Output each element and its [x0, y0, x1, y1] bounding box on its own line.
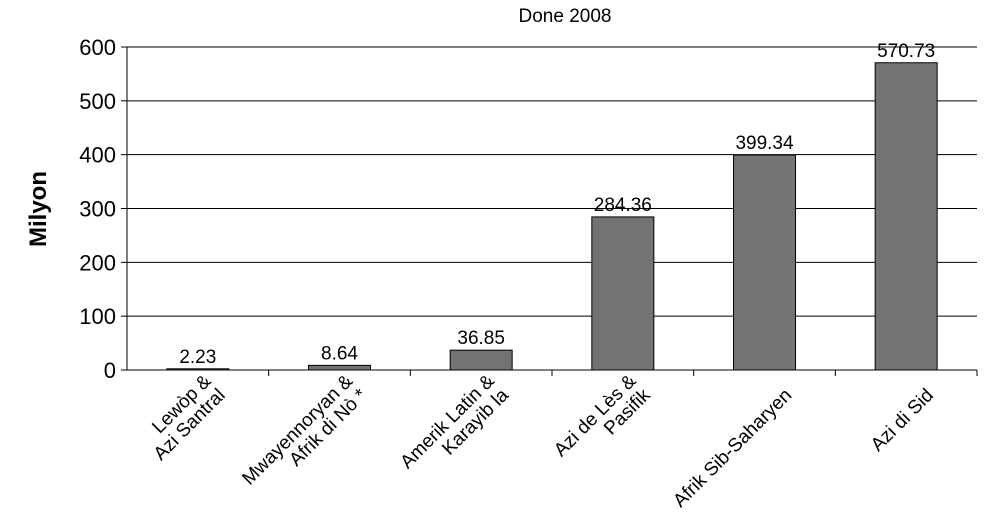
y-tick-label: 500	[79, 89, 116, 114]
data-label: 399.34	[735, 133, 794, 154]
data-label: 2.23	[179, 347, 216, 368]
bar	[591, 216, 655, 371]
x-axis: Lewòp &Azi Santral Mwayennoryan &Afrik di…	[127, 369, 978, 512]
x-tick-label-line: Azi di Sid	[867, 385, 938, 456]
y-tick-label: 300	[79, 197, 116, 222]
y-tick-label: 400	[79, 143, 116, 168]
y-tick-label: 600	[79, 35, 116, 60]
bar	[733, 154, 796, 371]
bar	[874, 62, 938, 371]
y-tick-label: 100	[79, 304, 116, 329]
y-axis-label: Milyon	[25, 171, 52, 247]
x-tick-label-line: Afrik Sib-Saharyen	[669, 385, 796, 512]
bar	[308, 364, 371, 371]
y-tick-label: 0	[104, 358, 116, 383]
x-tick-label: Amerik Latin &Karayib la	[397, 371, 514, 473]
gridlines	[127, 46, 977, 317]
x-tick-label: Afrik Sib-Saharyen	[669, 385, 796, 512]
chart-subtitle: Done 2008	[519, 6, 612, 27]
x-tick-label: Azi de Lès &Pasifik	[550, 371, 655, 462]
data-label: 570.73	[877, 41, 935, 62]
bar	[449, 349, 513, 371]
data-label: 36.85	[457, 328, 505, 349]
x-tick-label: Azi di Sid	[867, 385, 938, 456]
x-tick-label: Lewòp &Azi Santral	[148, 371, 229, 465]
data-label: 8.64	[321, 343, 358, 364]
y-tick-label: 200	[79, 250, 116, 275]
data-label: 284.36	[594, 195, 652, 216]
x-tick-label: Mwayennoryan &Afrik di Nò *	[238, 371, 371, 490]
bars: 2.23 8.64 36.85 284.36 399.34 570.73	[166, 41, 938, 371]
y-axis: 0 100 200 300 400 500 600	[79, 35, 128, 383]
